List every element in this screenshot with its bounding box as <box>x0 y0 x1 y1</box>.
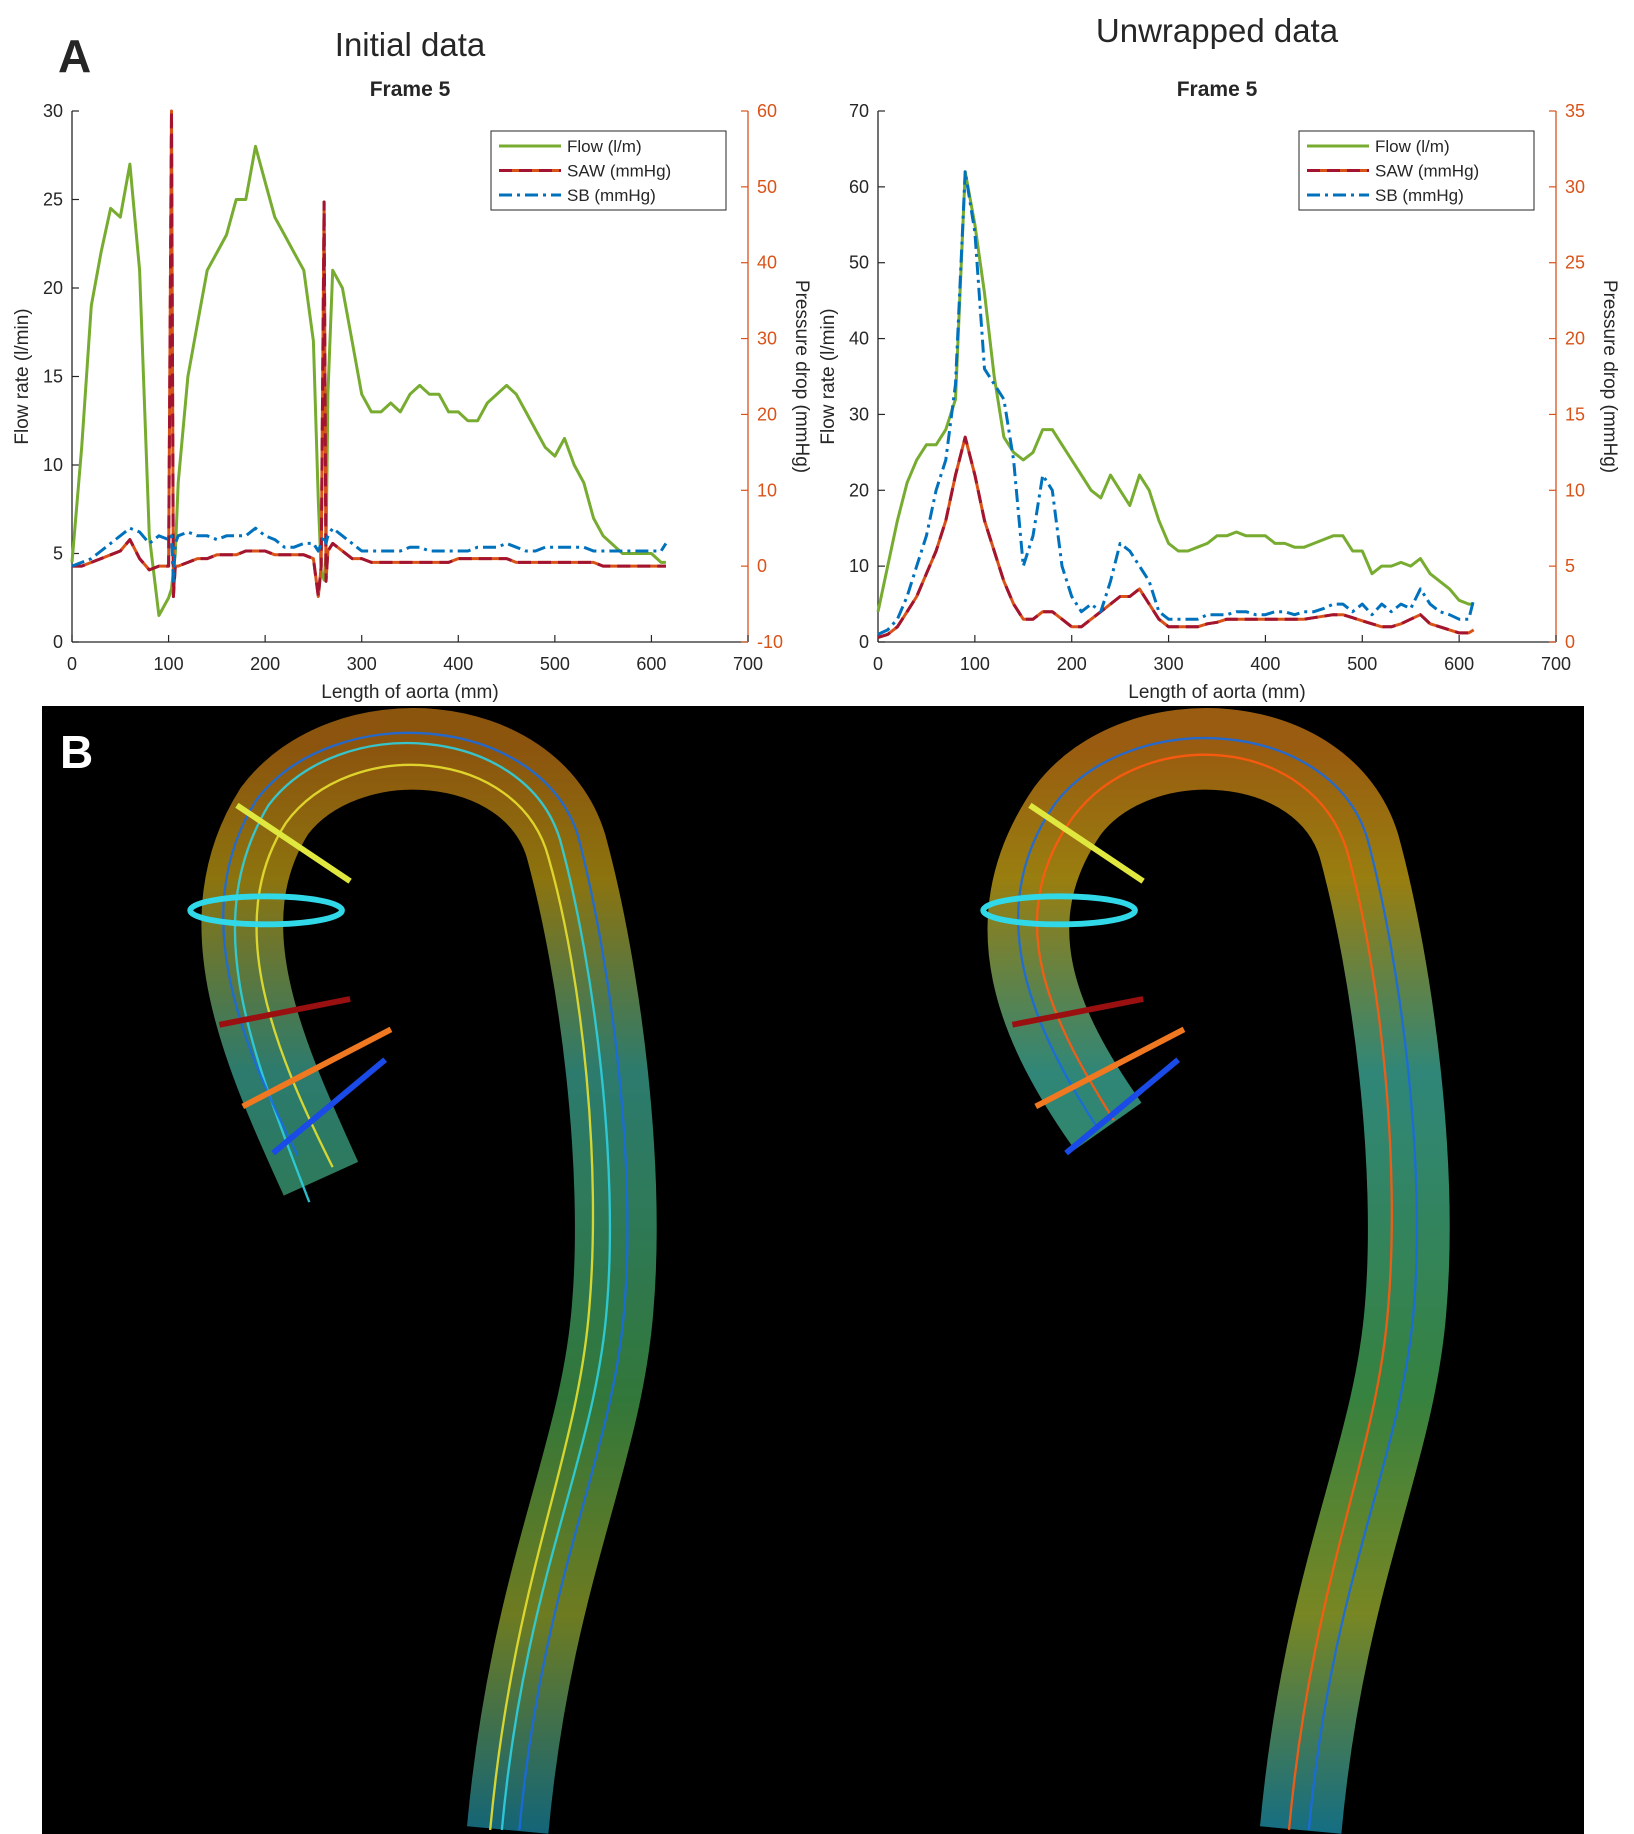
heading: Initial data <box>335 26 486 63</box>
y2-tick-label: 10 <box>757 480 777 500</box>
x-tick-label: 500 <box>1347 654 1377 674</box>
y-tick-label: 50 <box>849 253 869 273</box>
series-line <box>877 170 1476 636</box>
x-tick-label: 300 <box>347 654 377 674</box>
y2-tick-label: 5 <box>1565 556 1575 576</box>
series-line <box>70 144 666 617</box>
x-axis-label: Length of aorta (mm) <box>1128 682 1305 703</box>
legend-label: SB (mmHg) <box>567 186 656 205</box>
y-tick-label: 0 <box>53 632 63 652</box>
legend-label: SAW (mmHg) <box>567 162 671 181</box>
y-tick-label: 20 <box>43 278 63 298</box>
y2-tick-label: 0 <box>757 556 767 576</box>
y2-tick-label: 50 <box>757 177 777 197</box>
x-tick-label: 100 <box>154 654 184 674</box>
x-tick-label: 700 <box>733 654 763 674</box>
x-axis-label: Length of aorta (mm) <box>321 682 498 703</box>
x-tick-label: 0 <box>67 654 77 674</box>
x-tick-label: 500 <box>540 654 570 674</box>
y-axis-label: Flow rate (l/min) <box>12 308 33 444</box>
x-tick-label: 600 <box>636 654 666 674</box>
y2-axis-label: Pressure drop (mmHg) <box>791 280 812 473</box>
y2-tick-label: -10 <box>757 632 783 652</box>
x-tick-label: 200 <box>250 654 280 674</box>
series-line <box>72 109 666 598</box>
legend-label: SB (mmHg) <box>1375 186 1464 205</box>
x-tick-label: 700 <box>1541 654 1571 674</box>
x-tick-label: 400 <box>1250 654 1280 674</box>
heading: Unwrapped data <box>1096 12 1339 49</box>
y2-tick-label: 35 <box>1565 101 1585 121</box>
y2-axis-label: Pressure drop (mmHg) <box>1599 280 1620 473</box>
legend-label: SAW (mmHg) <box>1375 162 1479 181</box>
y2-tick-label: 15 <box>1565 404 1585 424</box>
legend-label: Flow (l/m) <box>567 137 642 156</box>
panel-label: A <box>58 30 91 82</box>
y-tick-label: 15 <box>43 367 63 387</box>
y-axis-label: Flow rate (l/min) <box>818 308 839 444</box>
x-tick-label: 600 <box>1444 654 1474 674</box>
y-tick-label: 25 <box>43 190 63 210</box>
y2-tick-label: 30 <box>757 329 777 349</box>
y-tick-label: 0 <box>859 632 869 652</box>
y-tick-label: 20 <box>849 480 869 500</box>
x-tick-label: 400 <box>443 654 473 674</box>
legend-label: Flow (l/m) <box>1375 137 1450 156</box>
series-line <box>877 435 1475 639</box>
y-tick-label: 10 <box>43 455 63 475</box>
y-tick-label: 30 <box>43 101 63 121</box>
y2-tick-label: 25 <box>1565 253 1585 273</box>
y2-tick-label: 10 <box>1565 480 1585 500</box>
x-tick-label: 0 <box>873 654 883 674</box>
y-tick-label: 60 <box>849 177 869 197</box>
y-tick-label: 30 <box>849 404 869 424</box>
y-tick-label: 5 <box>53 544 63 564</box>
y2-tick-label: 40 <box>757 253 777 273</box>
panel-label: B <box>60 726 93 778</box>
aorta-right <box>980 708 1450 1834</box>
y2-tick-label: 30 <box>1565 177 1585 197</box>
y2-tick-label: 0 <box>1565 632 1575 652</box>
chart-title: Frame 5 <box>370 78 451 101</box>
y2-tick-label: 60 <box>757 101 777 121</box>
chart-title: Frame 5 <box>1177 78 1258 101</box>
y-tick-label: 70 <box>849 101 869 121</box>
series-line <box>71 526 668 583</box>
y-tick-label: 10 <box>849 556 869 576</box>
series-line <box>876 170 1474 613</box>
y2-tick-label: 20 <box>757 404 777 424</box>
x-tick-label: 200 <box>1057 654 1087 674</box>
x-tick-label: 300 <box>1154 654 1184 674</box>
aorta-left <box>187 708 657 1834</box>
x-tick-label: 100 <box>960 654 990 674</box>
y2-tick-label: 20 <box>1565 329 1585 349</box>
y-tick-label: 40 <box>849 329 869 349</box>
